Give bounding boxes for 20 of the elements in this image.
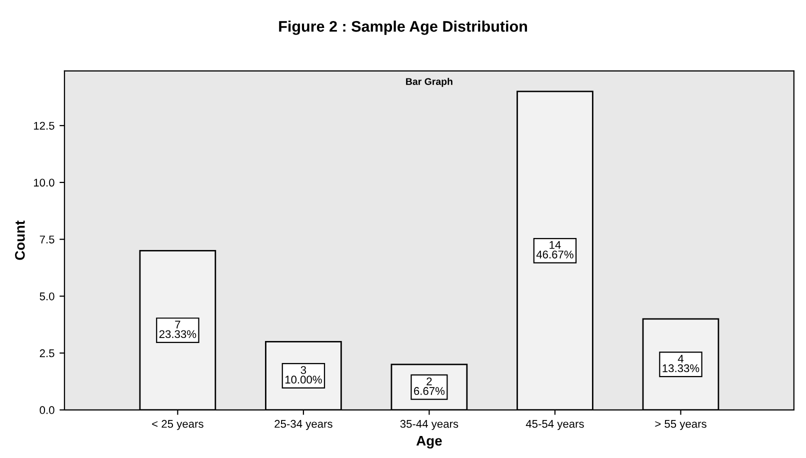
y-tick-label: 2.5	[40, 349, 54, 358]
y-axis-title: Count	[15, 220, 25, 260]
y-tick-label: 0.0	[40, 406, 54, 414]
y-tick-label: 10.0	[34, 178, 54, 187]
x-tick-label: > 55 years	[655, 420, 706, 430]
data-label: 3 10.00%	[285, 366, 322, 384]
text: Bar Graph	[406, 78, 452, 87]
y-tick-label: 5.0	[40, 292, 54, 300]
x-tick-label: 35-44 years	[400, 420, 458, 430]
x-tick-label: < 25 years	[152, 420, 204, 430]
x-tick-label: 25-34 years	[274, 420, 332, 430]
data-label: 2 6.67%	[414, 378, 445, 395]
y-tick-label: 7.5	[40, 236, 54, 244]
y-tick-label: 12.5	[34, 122, 54, 130]
x-axis-title: Age	[416, 436, 442, 448]
chart-title: Figure 2 : Sample Age Distribution	[279, 20, 527, 35]
x-tick-label: 45-54 years	[526, 420, 584, 430]
data-label: 14 46.67%	[536, 241, 574, 258]
data-label: 4 13.33%	[662, 354, 700, 372]
data-label: 7 23.33%	[159, 320, 196, 338]
